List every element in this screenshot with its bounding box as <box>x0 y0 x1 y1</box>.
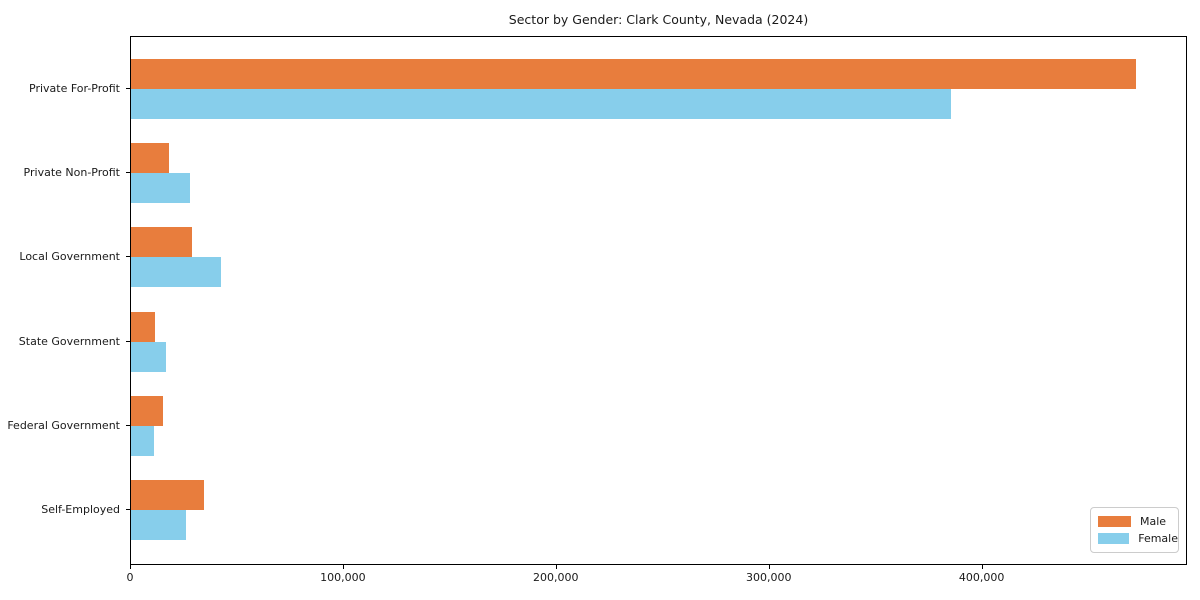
x-tick-label-100000: 100,000 <box>320 571 366 584</box>
x-tick-mark <box>342 565 344 569</box>
x-tick-label-300000: 300,000 <box>745 571 792 584</box>
x-tick-mark <box>130 565 131 569</box>
bar-female-federal-government <box>131 425 155 456</box>
bar-male-local-government <box>131 227 192 258</box>
legend: Male Female <box>1090 507 1179 553</box>
bar-male-state-government <box>131 311 156 342</box>
legend-item-female: Female <box>1098 532 1178 545</box>
x-tick-label-0: 0 <box>126 571 134 584</box>
y-tick-label-state-government: State Government <box>18 334 120 348</box>
y-tick-label-private-non-profit: Private Non-Profit <box>23 166 120 180</box>
y-tick-label-federal-government: Federal Government <box>7 418 120 432</box>
bar-female-state-government <box>131 341 167 372</box>
x-tick-label-200000: 200,000 <box>533 571 579 584</box>
y-tick-mark <box>126 88 130 89</box>
x-tick-mark <box>555 565 557 569</box>
x-tick-mark <box>768 565 770 569</box>
bar-female-local-government <box>131 257 222 288</box>
y-tick-mark <box>126 340 130 342</box>
y-tick-mark <box>126 172 130 174</box>
y-tick-label-private-for-profit: Private For-Profit <box>29 82 120 95</box>
bar-male-private-for-profit <box>131 59 1136 89</box>
bar-female-private-non-profit <box>131 173 190 204</box>
bar-male-private-non-profit <box>131 143 170 174</box>
y-tick-label-local-government: Local Government <box>19 250 120 264</box>
legend-label-female: Female <box>1138 532 1178 545</box>
plot-area <box>130 36 1187 565</box>
bar-female-private-for-profit <box>131 89 951 119</box>
legend-swatch-female-icon <box>1098 533 1130 544</box>
y-tick-mark <box>126 424 130 426</box>
x-tick-mark <box>981 565 983 569</box>
legend-swatch-male-icon <box>1098 516 1131 527</box>
bar-male-federal-government <box>131 395 163 426</box>
y-tick-mark <box>126 256 130 258</box>
chart-title: Sector by Gender: Clark County, Nevada (… <box>508 12 809 27</box>
legend-item-male: Male <box>1098 515 1178 528</box>
x-tick-label-400000: 400,000 <box>958 571 1005 584</box>
y-tick-label-self-employed: Self-Employed <box>41 503 120 516</box>
y-tick-mark <box>126 509 130 510</box>
bar-female-self-employed <box>131 510 187 540</box>
bar-male-self-employed <box>131 480 205 510</box>
legend-label-male: Male <box>1140 515 1167 528</box>
